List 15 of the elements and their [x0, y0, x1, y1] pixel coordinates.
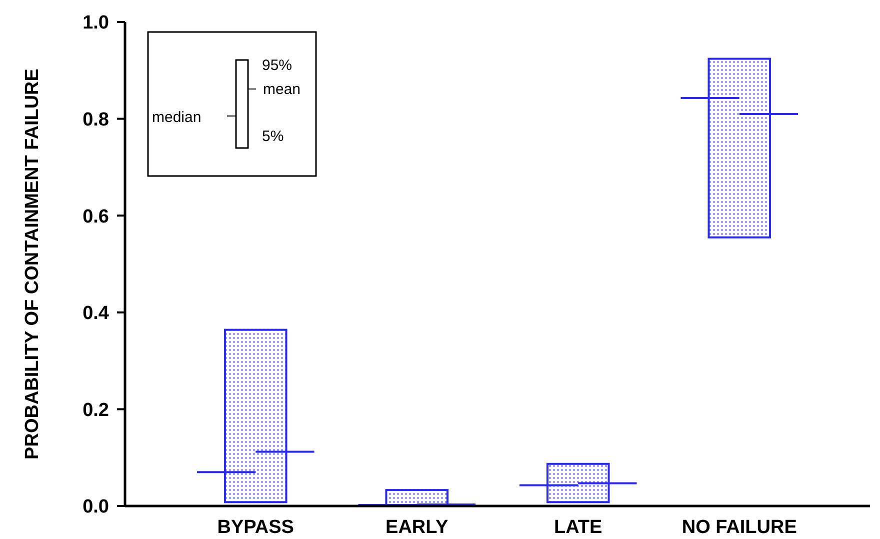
annotation: 5% — [262, 128, 284, 145]
y-axis-title: PROBABILITY OF CONTAINMENT FAILURE — [22, 68, 43, 460]
annotation: mean — [263, 81, 301, 98]
x-tick-label: NO FAILURE — [682, 517, 797, 538]
annotation: 95% — [262, 57, 292, 74]
x-tick-label: EARLY — [386, 517, 449, 538]
y-tick-label: 0.8 — [82, 109, 109, 130]
x-tick-label: LATE — [554, 517, 602, 538]
y-tick-label: 0.6 — [82, 206, 109, 228]
annotation: median — [152, 109, 202, 126]
x-tick-label: BYPASS — [217, 517, 294, 538]
y-tick-label: 0.2 — [82, 400, 109, 421]
y-tick-label: 1.0 — [82, 12, 109, 34]
y-tick-label: 0.0 — [82, 496, 109, 518]
y-tick-label: 0.4 — [82, 303, 110, 324]
